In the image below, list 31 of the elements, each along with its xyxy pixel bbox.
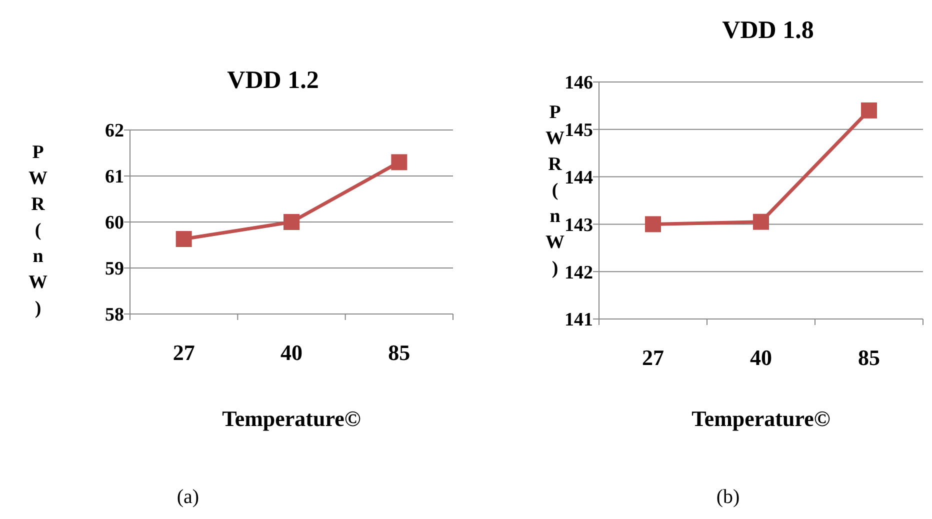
y-tick-label: 141	[564, 310, 593, 331]
point	[391, 154, 408, 170]
x-axis-title: Temperature©	[222, 406, 361, 431]
text: (b)	[716, 486, 740, 508]
y-tick-label: 62	[105, 120, 124, 142]
x-tick-label: 85	[388, 340, 410, 365]
y-axis-title: PWR(nW)	[28, 142, 48, 319]
point	[861, 102, 877, 118]
y-tick-label: 142	[564, 262, 593, 284]
x-tick-label: 27	[642, 345, 664, 370]
chart-title: VDD 1.8	[722, 17, 814, 44]
point	[753, 214, 769, 230]
y-tick-label: 59	[105, 258, 124, 280]
point	[645, 216, 661, 232]
y-tick-label: 143	[564, 214, 593, 236]
y-tick-label: 60	[105, 212, 124, 234]
x-tick-label: 40	[280, 340, 302, 365]
x-tick-label: 40	[750, 345, 772, 370]
y-tick-label: 145	[564, 120, 593, 142]
point	[284, 214, 300, 230]
y-tick-label: 144	[564, 167, 594, 188]
chart-title: VDD 1.2	[227, 67, 319, 94]
y-tick-label: 58	[105, 304, 124, 326]
y-tick-label: 61	[105, 166, 124, 188]
point	[176, 231, 192, 248]
text: (a)	[176, 486, 200, 508]
x-tick-label: 27	[172, 340, 195, 365]
y-tick-label: 146	[564, 72, 593, 94]
y-axis-title: PWR(nW)	[546, 102, 564, 279]
x-axis-title: Temperature©	[692, 406, 830, 431]
x-tick-label: 85	[858, 345, 880, 370]
